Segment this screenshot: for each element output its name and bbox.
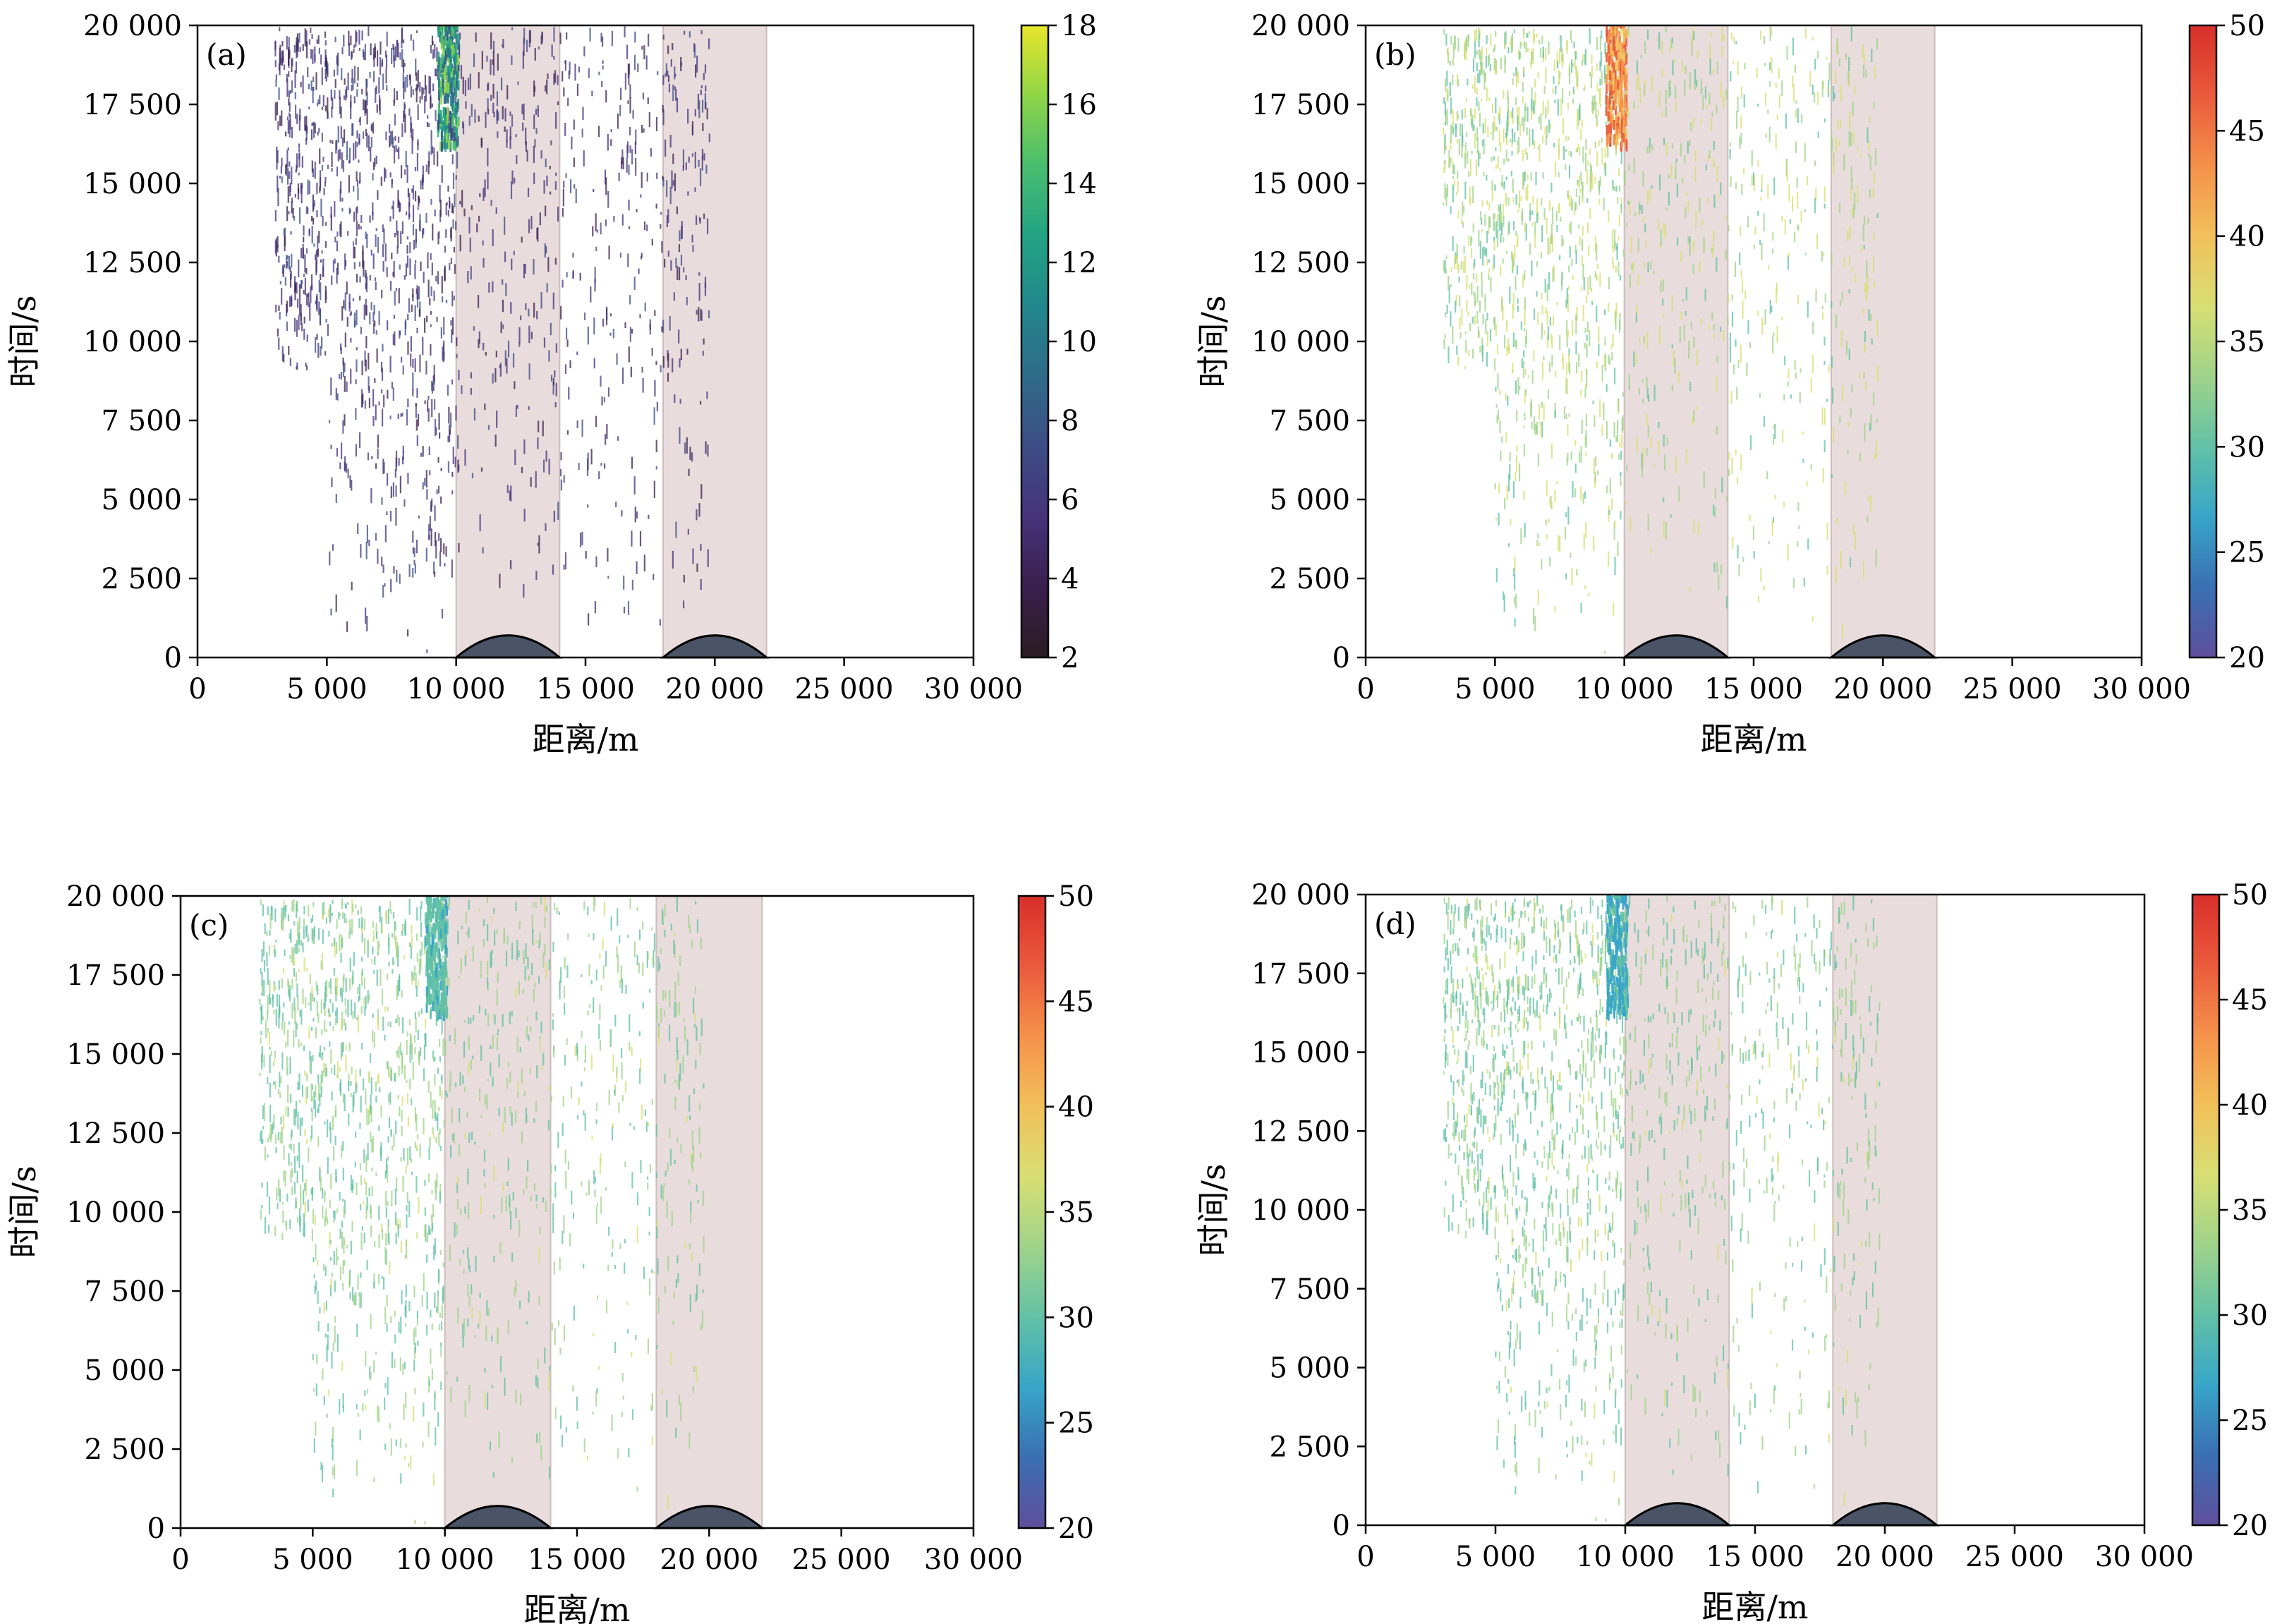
density-marks xyxy=(274,25,710,654)
y-tick-label: 12 500 xyxy=(83,247,182,279)
y-tick-label: 17 500 xyxy=(1251,89,1350,121)
x-tick-label: 5 000 xyxy=(286,673,368,705)
panel-label: (b) xyxy=(1374,37,1416,72)
hill-shape xyxy=(660,634,770,659)
y-axis-title: 时间/s xyxy=(5,295,43,387)
shaded-region xyxy=(1623,25,1729,658)
plot-area xyxy=(198,25,973,658)
y-tick-label: 2 500 xyxy=(1269,563,1350,595)
colorbar-tick-label: 35 xyxy=(2229,326,2265,358)
x-tick-label: 15 000 xyxy=(536,673,635,705)
hill-shape xyxy=(1621,634,1731,659)
x-tick-label: 20 000 xyxy=(665,673,764,705)
x-axis-title: 距离/m xyxy=(1700,720,1807,758)
y-axis-title: 时间/s xyxy=(1194,295,1232,387)
y-tick-label: 7 500 xyxy=(1269,405,1350,437)
x-tick-label: 20 000 xyxy=(1833,673,1932,705)
y-tick-label: 20 000 xyxy=(83,10,182,42)
y-tick-label: 10 000 xyxy=(83,326,182,358)
density-marks xyxy=(259,896,705,1525)
y-tick-label: 12 500 xyxy=(1251,247,1350,279)
colorbar-tick-label: 10 xyxy=(1061,326,1097,358)
y-tick-label: 20 000 xyxy=(1251,10,1350,42)
x-tick-label: 0 xyxy=(188,673,206,705)
colorbar-tick-label: 4 xyxy=(1061,563,1079,595)
y-tick-label: 0 xyxy=(164,642,182,674)
shaded-region xyxy=(1831,25,1936,658)
panel-label: (a) xyxy=(206,37,247,72)
colorbar-tick-label: 40 xyxy=(2229,221,2265,253)
hill-shape xyxy=(453,634,563,659)
colorbar-tick-label: 45 xyxy=(2229,115,2265,147)
x-axis-title: 距离/m xyxy=(532,720,638,758)
x-tick-label: 15 000 xyxy=(1704,673,1803,705)
density-marks xyxy=(1442,25,1879,654)
colorbar-tick-label: 50 xyxy=(2229,10,2265,42)
x-tick-label: 30 000 xyxy=(2092,673,2191,705)
x-tick-label: 5 000 xyxy=(1455,673,1536,705)
x-tick-label: 25 000 xyxy=(795,673,894,705)
colorbar-tick-label: 14 xyxy=(1061,168,1097,200)
y-tick-label: 0 xyxy=(1333,642,1350,674)
x-tick-label: 10 000 xyxy=(407,673,506,705)
y-tick-label: 10 000 xyxy=(1251,326,1350,358)
colorbar-tick-label: 12 xyxy=(1061,247,1097,279)
colorbar-tick-label: 2 xyxy=(1061,642,1079,674)
colorbar-tick-label: 6 xyxy=(1061,484,1079,516)
x-tick-label: 30 000 xyxy=(924,673,1023,705)
colorbar-tick-label: 20 xyxy=(2229,642,2265,674)
y-tick-label: 5 000 xyxy=(1269,484,1350,516)
y-tick-label: 5 000 xyxy=(101,484,182,516)
x-tick-label: 10 000 xyxy=(1575,673,1674,705)
colorbar xyxy=(2188,24,2218,659)
colorbar-tick-label: 8 xyxy=(1061,405,1079,437)
colorbar-tick-label: 25 xyxy=(2229,537,2265,569)
y-tick-label: 7 500 xyxy=(101,405,182,437)
colorbar-tick-label: 18 xyxy=(1061,10,1097,42)
colorbar xyxy=(1020,24,1050,659)
y-tick-label: 2 500 xyxy=(101,563,182,595)
colorbar-tick-label: 16 xyxy=(1061,89,1097,121)
y-tick-label: 15 000 xyxy=(83,168,182,200)
hill-shape xyxy=(1828,634,1938,659)
colorbar-tick-label: 30 xyxy=(2229,431,2265,463)
x-tick-label: 25 000 xyxy=(1963,673,2062,705)
shaded-region xyxy=(655,895,763,1529)
shaded-region xyxy=(662,25,767,658)
x-tick-label: 0 xyxy=(1357,673,1374,705)
panel-b: 0 5 000 10 000 15 000 20 000 25 000 30 000 0 2 5… xyxy=(1194,10,2265,758)
y-tick-label: 15 000 xyxy=(1251,168,1350,200)
y-tick-label: 17 500 xyxy=(83,89,182,121)
